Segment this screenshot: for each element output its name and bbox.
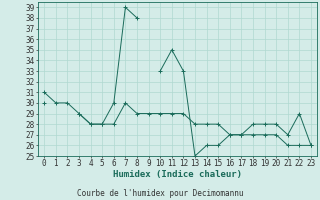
X-axis label: Humidex (Indice chaleur): Humidex (Indice chaleur) [113, 170, 242, 179]
Text: Courbe de l'humidex pour Decimomannu: Courbe de l'humidex pour Decimomannu [77, 189, 243, 198]
